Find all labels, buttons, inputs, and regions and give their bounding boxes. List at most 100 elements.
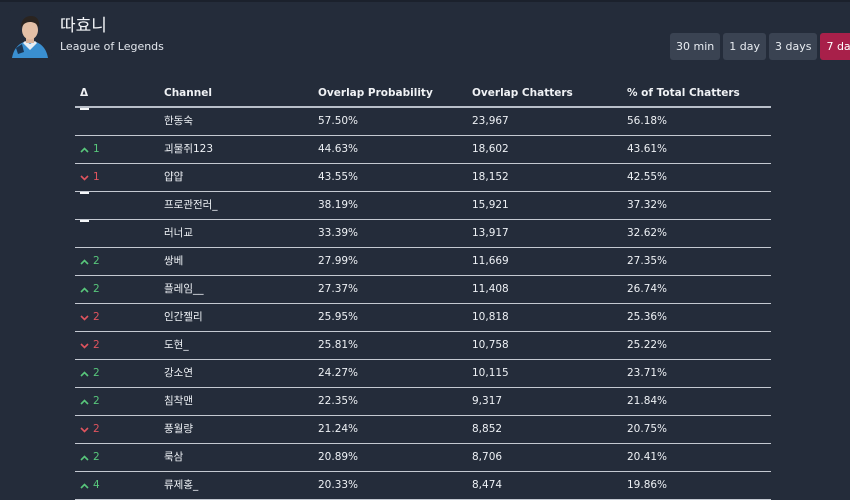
overlap-chatters: 8,474 xyxy=(472,479,503,491)
overlap-chatters: 18,602 xyxy=(472,143,509,155)
channel-name[interactable]: 쌍베 xyxy=(164,255,184,267)
channel-name[interactable]: 얍얍 xyxy=(164,171,184,183)
percent-of-total: 32.62% xyxy=(627,227,668,239)
percent-of-total: 20.75% xyxy=(627,423,668,435)
table-header: Δ Channel Overlap Probability Overlap Ch… xyxy=(75,80,771,108)
channel-name[interactable]: 침착맨 xyxy=(164,395,193,407)
rank-change-value: 2 xyxy=(93,451,100,463)
chevron-up-icon xyxy=(80,286,89,293)
range-1day-button[interactable]: 1 day xyxy=(723,33,766,60)
rank-change xyxy=(80,220,89,222)
channel-name[interactable]: 프로관전러_ xyxy=(164,199,218,211)
overlap-probability: 25.81% xyxy=(318,339,359,351)
channel-name[interactable]: 한동숙 xyxy=(164,115,193,127)
overlap-chatters: 8,852 xyxy=(472,423,503,435)
rank-change xyxy=(80,192,89,194)
overlap-probability: 20.89% xyxy=(318,451,359,463)
table-row: 4 류제홍_ 20.33% 8,474 19.86% xyxy=(75,472,771,500)
overlap-probability: 22.35% xyxy=(318,395,359,407)
rank-change: 4 xyxy=(80,472,100,499)
no-change-icon xyxy=(80,108,89,110)
table-row: 1 괴물쥐123 44.63% 18,602 43.61% xyxy=(75,136,771,164)
channel-name[interactable]: 룩삼 xyxy=(164,451,184,463)
rank-change: 2 xyxy=(80,248,100,275)
rank-change-value: 2 xyxy=(93,395,100,407)
rank-change: 2 xyxy=(80,444,100,471)
table-row: 2 도현_ 25.81% 10,758 25.22% xyxy=(75,332,771,360)
overlap-probability: 24.27% xyxy=(318,367,359,379)
chevron-down-icon xyxy=(80,174,89,181)
range-30min-button[interactable]: 30 min xyxy=(670,33,721,60)
page-header: 따효니 League of Legends 30 min 1 day 3 day… xyxy=(0,0,850,70)
chevron-up-icon xyxy=(80,398,89,405)
overlap-probability: 20.33% xyxy=(318,479,359,491)
overlap-probability: 33.39% xyxy=(318,227,359,239)
rank-change: 2 xyxy=(80,416,100,443)
rank-change: 2 xyxy=(80,304,100,331)
rank-change-value: 2 xyxy=(93,255,100,267)
overlap-chatters: 23,967 xyxy=(472,115,509,127)
table-body: 한동숙 57.50% 23,967 56.18% 1 괴물쥐123 44.63% 18,602… xyxy=(75,108,771,500)
no-change-icon xyxy=(80,220,89,222)
table-row: 2 풍월량 21.24% 8,852 20.75% xyxy=(75,416,771,444)
range-3days-button[interactable]: 3 days xyxy=(768,33,818,60)
rank-change-value: 2 xyxy=(93,423,100,435)
table-row: 러너교 33.39% 13,917 32.62% xyxy=(75,220,771,248)
rank-change: 2 xyxy=(80,360,100,387)
channel-name[interactable]: 플레임__ xyxy=(164,283,204,295)
overlap-chatters: 10,758 xyxy=(472,339,509,351)
rank-change: 2 xyxy=(80,388,100,415)
table-row: 한동숙 57.50% 23,967 56.18% xyxy=(75,108,771,136)
overlap-probability: 25.95% xyxy=(318,311,359,323)
chevron-up-icon xyxy=(80,258,89,265)
overlap-probability: 38.19% xyxy=(318,199,359,211)
table-row: 1 얍얍 43.55% 18,152 42.55% xyxy=(75,164,771,192)
percent-of-total: 43.61% xyxy=(627,143,668,155)
overlap-chatters: 18,152 xyxy=(472,171,509,183)
channel-name[interactable]: 러너교 xyxy=(164,227,193,239)
rank-change: 1 xyxy=(80,136,100,163)
overlap-chatters: 9,317 xyxy=(472,395,503,407)
overlap-chatters: 11,669 xyxy=(472,255,509,267)
channel-name[interactable]: 류제홍_ xyxy=(164,479,199,491)
time-range-selector: 30 min 1 day 3 days 7 days xyxy=(670,33,850,60)
column-header-probability[interactable]: Overlap Probability xyxy=(318,87,433,99)
overlap-probability: 27.37% xyxy=(318,283,359,295)
percent-of-total: 21.84% xyxy=(627,395,668,407)
column-header-percent[interactable]: % of Total Chatters xyxy=(627,87,740,99)
overlap-probability: 27.99% xyxy=(318,255,359,267)
channel-name[interactable]: 도현_ xyxy=(164,339,189,351)
rank-change-value: 1 xyxy=(93,171,100,183)
table-row: 2 인간젤리 25.95% 10,818 25.36% xyxy=(75,304,771,332)
rank-change-value: 2 xyxy=(93,339,100,351)
channel-name[interactable]: 인간젤리 xyxy=(164,311,203,323)
overlap-probability: 21.24% xyxy=(318,423,359,435)
range-7days-button[interactable]: 7 days xyxy=(820,33,850,60)
percent-of-total: 25.22% xyxy=(627,339,668,351)
overlap-probability: 43.55% xyxy=(318,171,359,183)
channel-name[interactable]: 강소연 xyxy=(164,367,193,379)
rank-change xyxy=(80,108,89,110)
percent-of-total: 42.55% xyxy=(627,171,668,183)
column-header-chatters[interactable]: Overlap Chatters xyxy=(472,87,573,99)
percent-of-total: 26.74% xyxy=(627,283,668,295)
overlap-probability: 57.50% xyxy=(318,115,359,127)
overlap-chatters: 15,921 xyxy=(472,199,509,211)
rank-change-value: 2 xyxy=(93,311,100,323)
chevron-up-icon xyxy=(80,482,89,489)
chevron-down-icon xyxy=(80,426,89,433)
column-header-delta[interactable]: Δ xyxy=(80,87,89,99)
channel-name[interactable]: 괴물쥐123 xyxy=(164,143,214,155)
chevron-down-icon xyxy=(80,342,89,349)
channel-name[interactable]: 풍월량 xyxy=(164,423,193,435)
table-row: 2 플레임__ 27.37% 11,408 26.74% xyxy=(75,276,771,304)
rank-change-value: 2 xyxy=(93,367,100,379)
table-row: 2 룩삼 20.89% 8,706 20.41% xyxy=(75,444,771,472)
top-border xyxy=(0,0,850,2)
page-subtitle: League of Legends xyxy=(60,40,164,53)
overlap-chatters: 10,818 xyxy=(472,311,509,323)
overlap-probability: 44.63% xyxy=(318,143,359,155)
avatar xyxy=(8,10,52,58)
percent-of-total: 20.41% xyxy=(627,451,668,463)
column-header-channel[interactable]: Channel xyxy=(164,87,212,99)
